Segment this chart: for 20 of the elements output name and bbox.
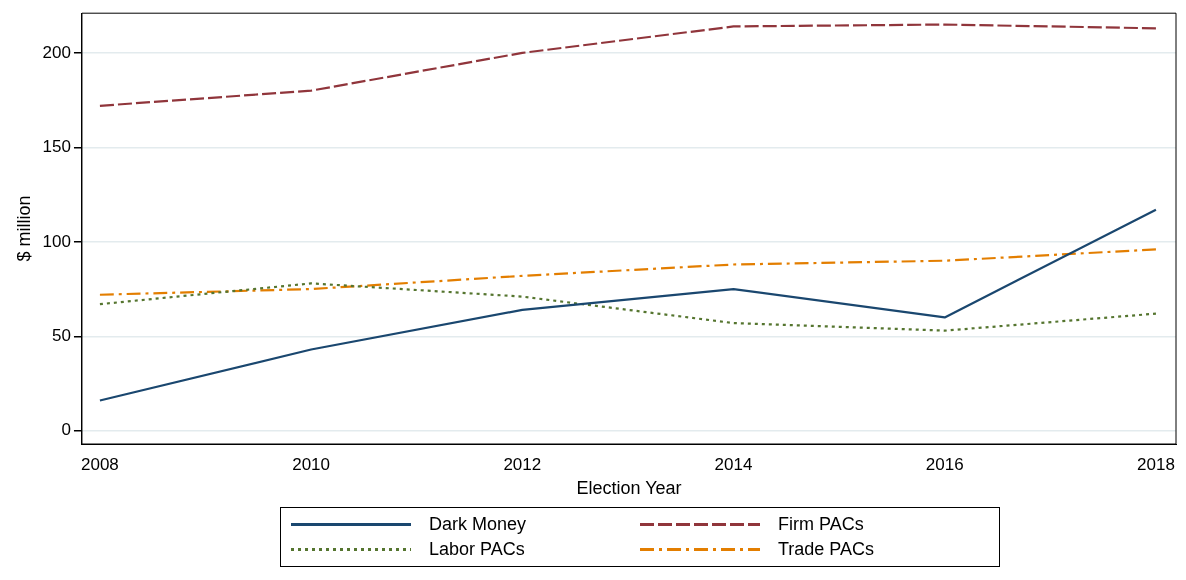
line-series: [98, 23, 1158, 107]
y-tick-label: 100: [42, 231, 71, 251]
x-tick-label: 2016: [925, 454, 964, 474]
x-tick-label: 2008: [81, 454, 119, 474]
legend-label: Dark Money: [429, 514, 527, 535]
x-tick-label: 2012: [503, 454, 542, 474]
y-tick-label: 200: [42, 42, 71, 62]
x-axis-title: Election Year: [576, 478, 682, 499]
y-tick-label: 50: [52, 325, 71, 345]
legend-label: Labor PACs: [429, 539, 525, 560]
x-tick-label: 2014: [714, 454, 753, 474]
y-tick-label: 0: [61, 420, 71, 440]
y-tick-label: 150: [42, 137, 71, 157]
y-axis-title: $ million: [13, 195, 34, 262]
line-series: [98, 248, 1158, 296]
x-tick-label: 2010: [292, 454, 331, 474]
line-series: [98, 282, 1158, 332]
legend-label: Trade PACs: [778, 539, 875, 560]
legend-label: Firm PACs: [778, 514, 864, 535]
x-tick-label: 2018: [1137, 454, 1175, 474]
